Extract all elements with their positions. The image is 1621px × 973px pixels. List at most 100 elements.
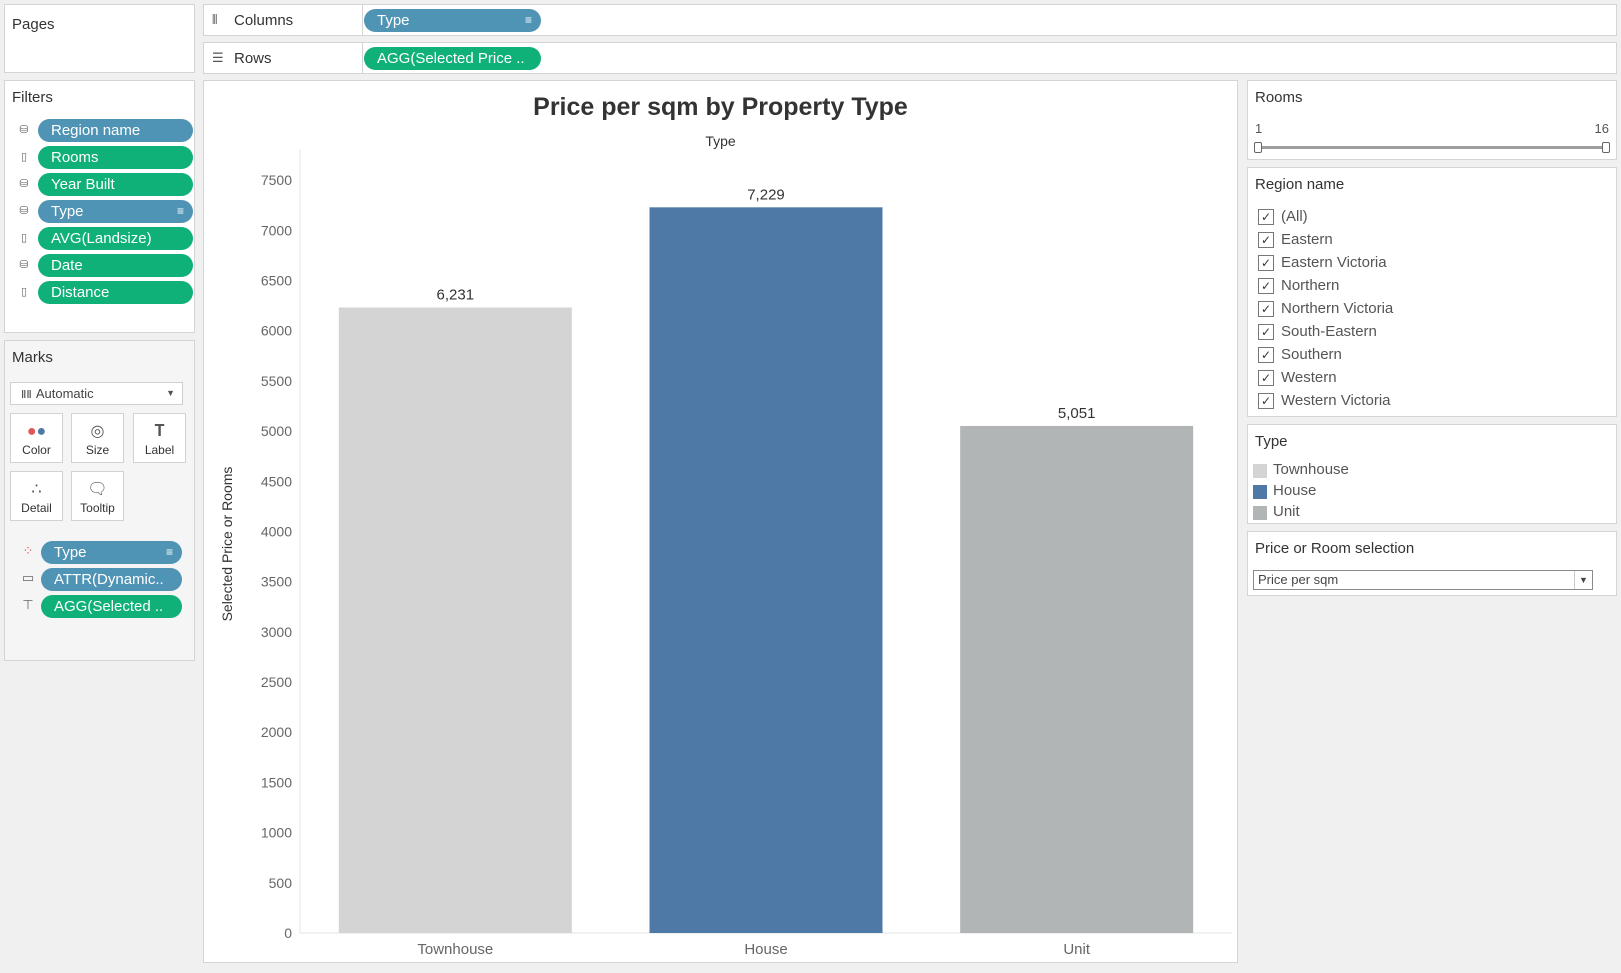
filter-pill-rooms[interactable]: Rooms [38,146,193,169]
columns-shelf-label: ⫴ Columns [203,4,363,36]
region-filter-card: Region name ✓ (All) ✓ Eastern ✓ Eastern Vic… [1247,167,1617,417]
check-icon[interactable]: ✓ [1258,232,1274,248]
chevron-down-icon: ▼ [166,388,175,398]
rooms-max-value: 16 [1594,121,1609,136]
check-icon[interactable]: ✓ [1258,393,1274,409]
rows-shelf[interactable]: AGG(Selected Price .. [362,42,1617,74]
filter-pill-label: Distance [51,284,110,301]
bar-chart-icon: ⅡⅡ [21,389,32,401]
check-icon[interactable]: ✓ [1258,347,1274,363]
tooltip-card-label: Tooltip [80,501,115,515]
filter-item[interactable]: ▯ Distance [15,281,193,304]
legend-swatch [1253,485,1267,499]
detail-card[interactable]: ∴ Detail [10,471,63,521]
sort-icon: ≡ [524,13,532,27]
label-icon: ⊤ [22,597,34,612]
legend-label: House [1273,482,1317,499]
check-icon[interactable]: ✓ [1258,278,1274,294]
region-option-label: Northern Victoria [1281,300,1394,317]
check-icon[interactable]: ✓ [1258,370,1274,386]
marks-title: Marks [12,349,53,366]
region-option-label: Western [1281,369,1337,386]
filter-item[interactable]: ⛁ Year Built [15,173,193,196]
parameter-title: Price or Room selection [1255,540,1415,557]
filter-item[interactable]: ▯ Rooms [15,146,193,169]
detail-icon: ∴ [31,481,42,498]
size-card[interactable]: ◎ Size [71,413,124,463]
tooltip-icon: ▭ [21,570,35,585]
marks-pill-label: AGG(Selected .. [54,598,164,615]
check-icon[interactable]: ✓ [1258,209,1274,225]
region-option-label: South-Eastern [1281,323,1377,340]
detail-card-label: Detail [21,501,52,515]
marks-pill-type[interactable]: Type ≡ [41,541,182,564]
filter-pill-type[interactable]: Type ≡ [38,200,193,223]
dataset-filter-icon: ⛁ [19,178,29,190]
rooms-slider-track[interactable] [1257,146,1607,149]
filter-item[interactable]: ⛁ Region name [15,119,193,142]
sort-icon: ≡ [176,204,184,218]
rows-label: Rows [234,49,272,67]
pages-panel: Pages [4,4,195,73]
measure-icon: ▯ [20,232,28,244]
column-header-label: Type [705,133,736,149]
filter-pill-date[interactable]: Date [38,254,193,277]
filter-pill-label: Date [51,257,83,274]
filter-item[interactable]: ⛁ Type ≡ [15,200,193,223]
size-card-label: Size [85,443,110,457]
chevron-down-icon: ▼ [1574,571,1592,589]
filters-title: Filters [12,89,53,106]
sort-icon: ≡ [165,545,173,559]
region-option-label: Western Victoria [1281,392,1391,409]
mark-type-dropdown[interactable]: ⅡⅡ Automatic ▼ [10,382,183,405]
filter-pill-label: Region name [51,122,141,139]
legend-swatch [1253,464,1267,478]
label-icon: 𝐓 [154,423,165,440]
rooms-slider-min-handle[interactable] [1254,142,1262,153]
filter-item[interactable]: ⛁ Date [15,254,193,277]
label-card-label: Label [144,443,175,457]
region-option-label: Southern [1281,346,1342,363]
filter-pill-year-built[interactable]: Year Built [38,173,193,196]
type-legend-title: Type [1255,433,1288,450]
type-legend-card: Type Townhouse House Unit [1247,424,1617,524]
columns-pill-type[interactable]: Type ≡ [364,9,541,32]
filter-item[interactable]: ▯ AVG(Landsize) [15,227,193,250]
region-option-label: Eastern Victoria [1281,254,1387,271]
columns-pill-label: Type [377,12,410,29]
legend-label: Townhouse [1273,461,1349,478]
marks-pill-attr-dynamic[interactable]: ATTR(Dynamic.. [41,568,182,591]
legend-swatch [1253,506,1267,520]
parameter-select[interactable]: Price per sqm ▼ [1253,570,1593,590]
columns-icon: ⫴ [212,12,218,27]
filter-pill-label: Year Built [51,176,115,193]
marks-pill-agg-selected[interactable]: AGG(Selected .. [41,595,182,618]
chart-panel: Price per sqm by Property Type Type [203,80,1238,963]
parameter-value: Price per sqm [1258,572,1339,587]
rooms-min-value: 1 [1255,121,1263,136]
filter-pill-label: Type [51,203,84,220]
rows-pill-measure[interactable]: AGG(Selected Price .. [364,47,541,70]
color-card[interactable]: ●● Color [10,413,63,463]
filter-pill-distance[interactable]: Distance [38,281,193,304]
region-option-label: Northern [1281,277,1340,294]
y-axis-label: Selected Price or Rooms [219,466,235,622]
marks-pill-label: ATTR(Dynamic.. [54,571,164,588]
region-option-label: (All) [1281,208,1308,225]
rooms-slider-max-handle[interactable] [1602,142,1610,153]
filter-pill-avg-landsize[interactable]: AVG(Landsize) [38,227,193,250]
columns-shelf[interactable]: Type ≡ [362,4,1617,36]
dataset-filter-icon: ⛁ [19,124,29,136]
check-icon[interactable]: ✓ [1258,324,1274,340]
tooltip-card[interactable]: 🗨 Tooltip [71,471,124,521]
region-option-label: Eastern [1281,231,1333,248]
filter-pill-label: Rooms [51,149,99,166]
rows-shelf-label: ☰ Rows [203,42,363,74]
filter-pill-region-name[interactable]: Region name [38,119,193,142]
check-icon[interactable]: ✓ [1258,255,1274,271]
rooms-filter-title: Rooms [1255,89,1303,106]
rows-icon: ☰ [212,50,224,65]
check-icon[interactable]: ✓ [1258,301,1274,317]
label-card[interactable]: 𝐓 Label [133,413,186,463]
tooltip-icon: 🗨 [87,481,108,498]
